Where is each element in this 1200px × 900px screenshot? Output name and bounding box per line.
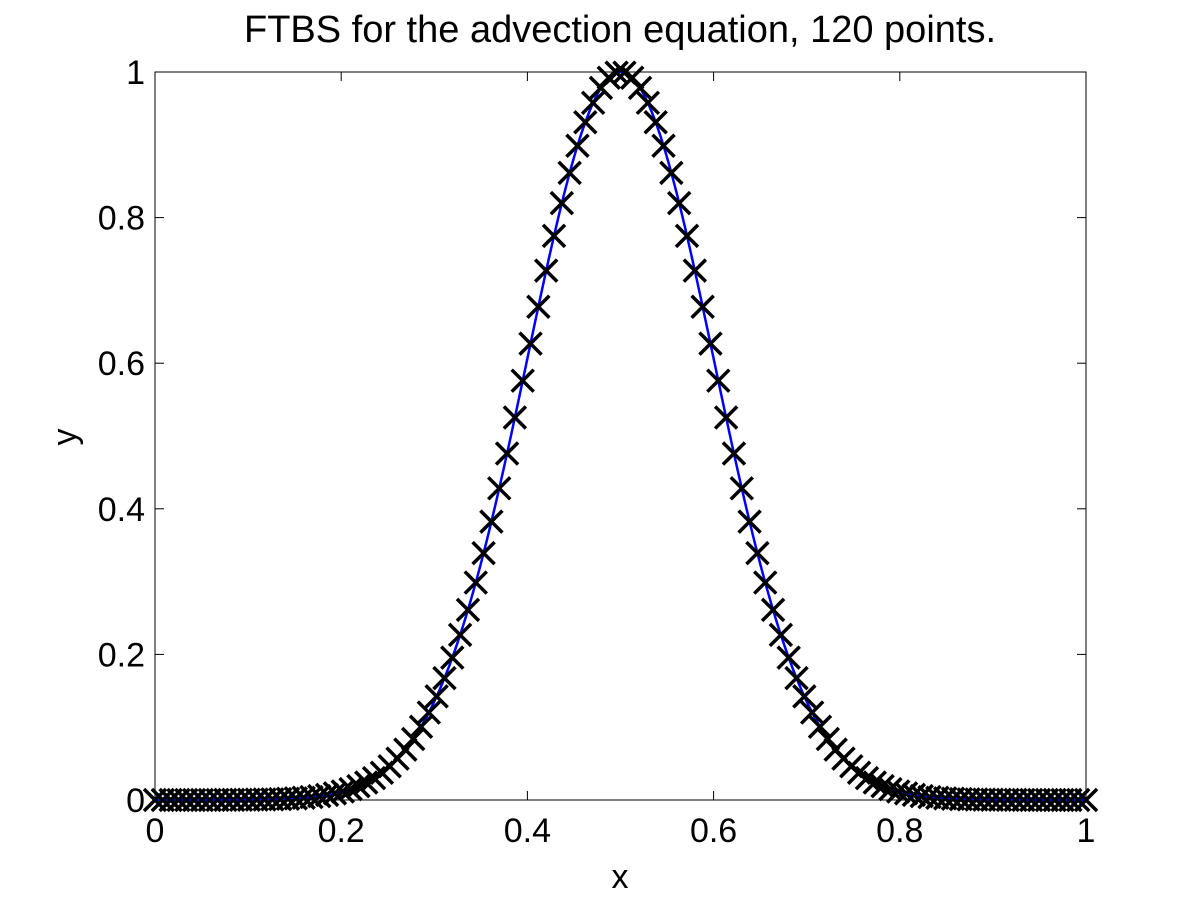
data-point-marker: [549, 190, 575, 216]
data-point-marker: [416, 700, 442, 725]
data-point-marker: [557, 160, 582, 186]
data-point-marker: [682, 258, 708, 283]
data-point-marker: [440, 645, 465, 670]
data-point-marker: [713, 405, 739, 430]
data-point-marker: [870, 773, 895, 799]
data-point-marker: [760, 597, 786, 623]
data-point-marker: [666, 190, 692, 216]
data-point-marker: [432, 665, 457, 691]
chart-title: FTBS for the advection equation, 120 poi…: [244, 9, 996, 51]
y-tick-label: 0.8: [98, 200, 145, 238]
data-point-marker: [322, 781, 348, 806]
x-axis: 0 0.2 0.4 0.6 0.8 1: [146, 72, 1096, 850]
data-point-marker: [862, 770, 888, 795]
data-point-marker: [471, 540, 496, 566]
data-point-marker: [533, 258, 559, 283]
data-point-marker: [526, 294, 551, 319]
data-point-marker: [447, 622, 473, 648]
y-tick-label: 0.4: [98, 491, 145, 529]
y-axis-label: y: [46, 429, 84, 446]
data-point-marker: [580, 90, 606, 116]
data-point-marker: [393, 737, 418, 762]
data-point-marker: [729, 476, 755, 501]
x-tick-label: 1: [1077, 812, 1096, 850]
data-point-marker: [455, 597, 481, 623]
data-point-marker: [690, 294, 715, 319]
data-point-marker: [643, 109, 668, 135]
data-point-marker: [565, 133, 590, 158]
data-point-marker: [752, 570, 778, 595]
y-tick-label: 1: [126, 54, 145, 92]
data-point-marker: [799, 700, 825, 725]
data-point-marker: [807, 714, 833, 739]
data-point-marker: [486, 476, 512, 501]
data-point-marker: [659, 160, 684, 186]
data-point-marker: [400, 726, 426, 752]
data-point-marker: [463, 570, 489, 595]
data-point-marker: [635, 90, 661, 116]
x-axis-label: x: [612, 858, 629, 896]
data-point-marker: [815, 726, 841, 752]
data-point-marker: [792, 684, 817, 709]
data-point-marker: [768, 622, 794, 648]
y-tick-label: 0.6: [98, 345, 145, 383]
data-point-marker: [706, 368, 731, 393]
data-point-marker: [737, 509, 762, 534]
data-point-marker: [330, 779, 356, 804]
data-point-marker: [627, 75, 653, 101]
data-point-marker: [604, 60, 629, 85]
x-tick-label: 0.4: [504, 812, 551, 850]
data-point-marker: [878, 776, 903, 802]
data-point-marker: [776, 645, 801, 670]
data-point-marker: [494, 441, 520, 466]
data-point-marker: [541, 223, 567, 249]
data-point-marker: [479, 509, 504, 534]
data-point-marker: [502, 405, 528, 430]
data-point-marker: [346, 773, 371, 799]
data-point-marker: [698, 331, 723, 356]
data-point-marker: [674, 223, 700, 249]
y-tick-label: 0: [126, 782, 145, 820]
data-point-marker: [424, 684, 449, 709]
data-point-marker: [784, 665, 809, 691]
data-point-marker: [338, 776, 363, 802]
data-point-marker: [510, 368, 535, 393]
x-tick-label: 0.2: [318, 812, 365, 850]
x-tick-label: 0.6: [690, 812, 737, 850]
x-tick-label: 0.8: [876, 812, 923, 850]
data-point-marker: [745, 540, 770, 566]
y-axis: 0 0.2 0.4 0.6 0.8 1: [98, 54, 1086, 820]
plot-area: [154, 71, 1087, 801]
data-point-marker: [651, 133, 676, 158]
data-point-marker: [573, 109, 598, 135]
x-tick-label: 0: [146, 812, 165, 850]
data-point-marker: [518, 331, 543, 356]
data-point-marker: [721, 441, 747, 466]
y-tick-label: 0.2: [98, 636, 145, 674]
data-point-marker: [1065, 787, 1091, 813]
series-markers: [142, 60, 1099, 813]
data-point-marker: [408, 714, 434, 739]
data-point-marker: [1073, 787, 1099, 813]
